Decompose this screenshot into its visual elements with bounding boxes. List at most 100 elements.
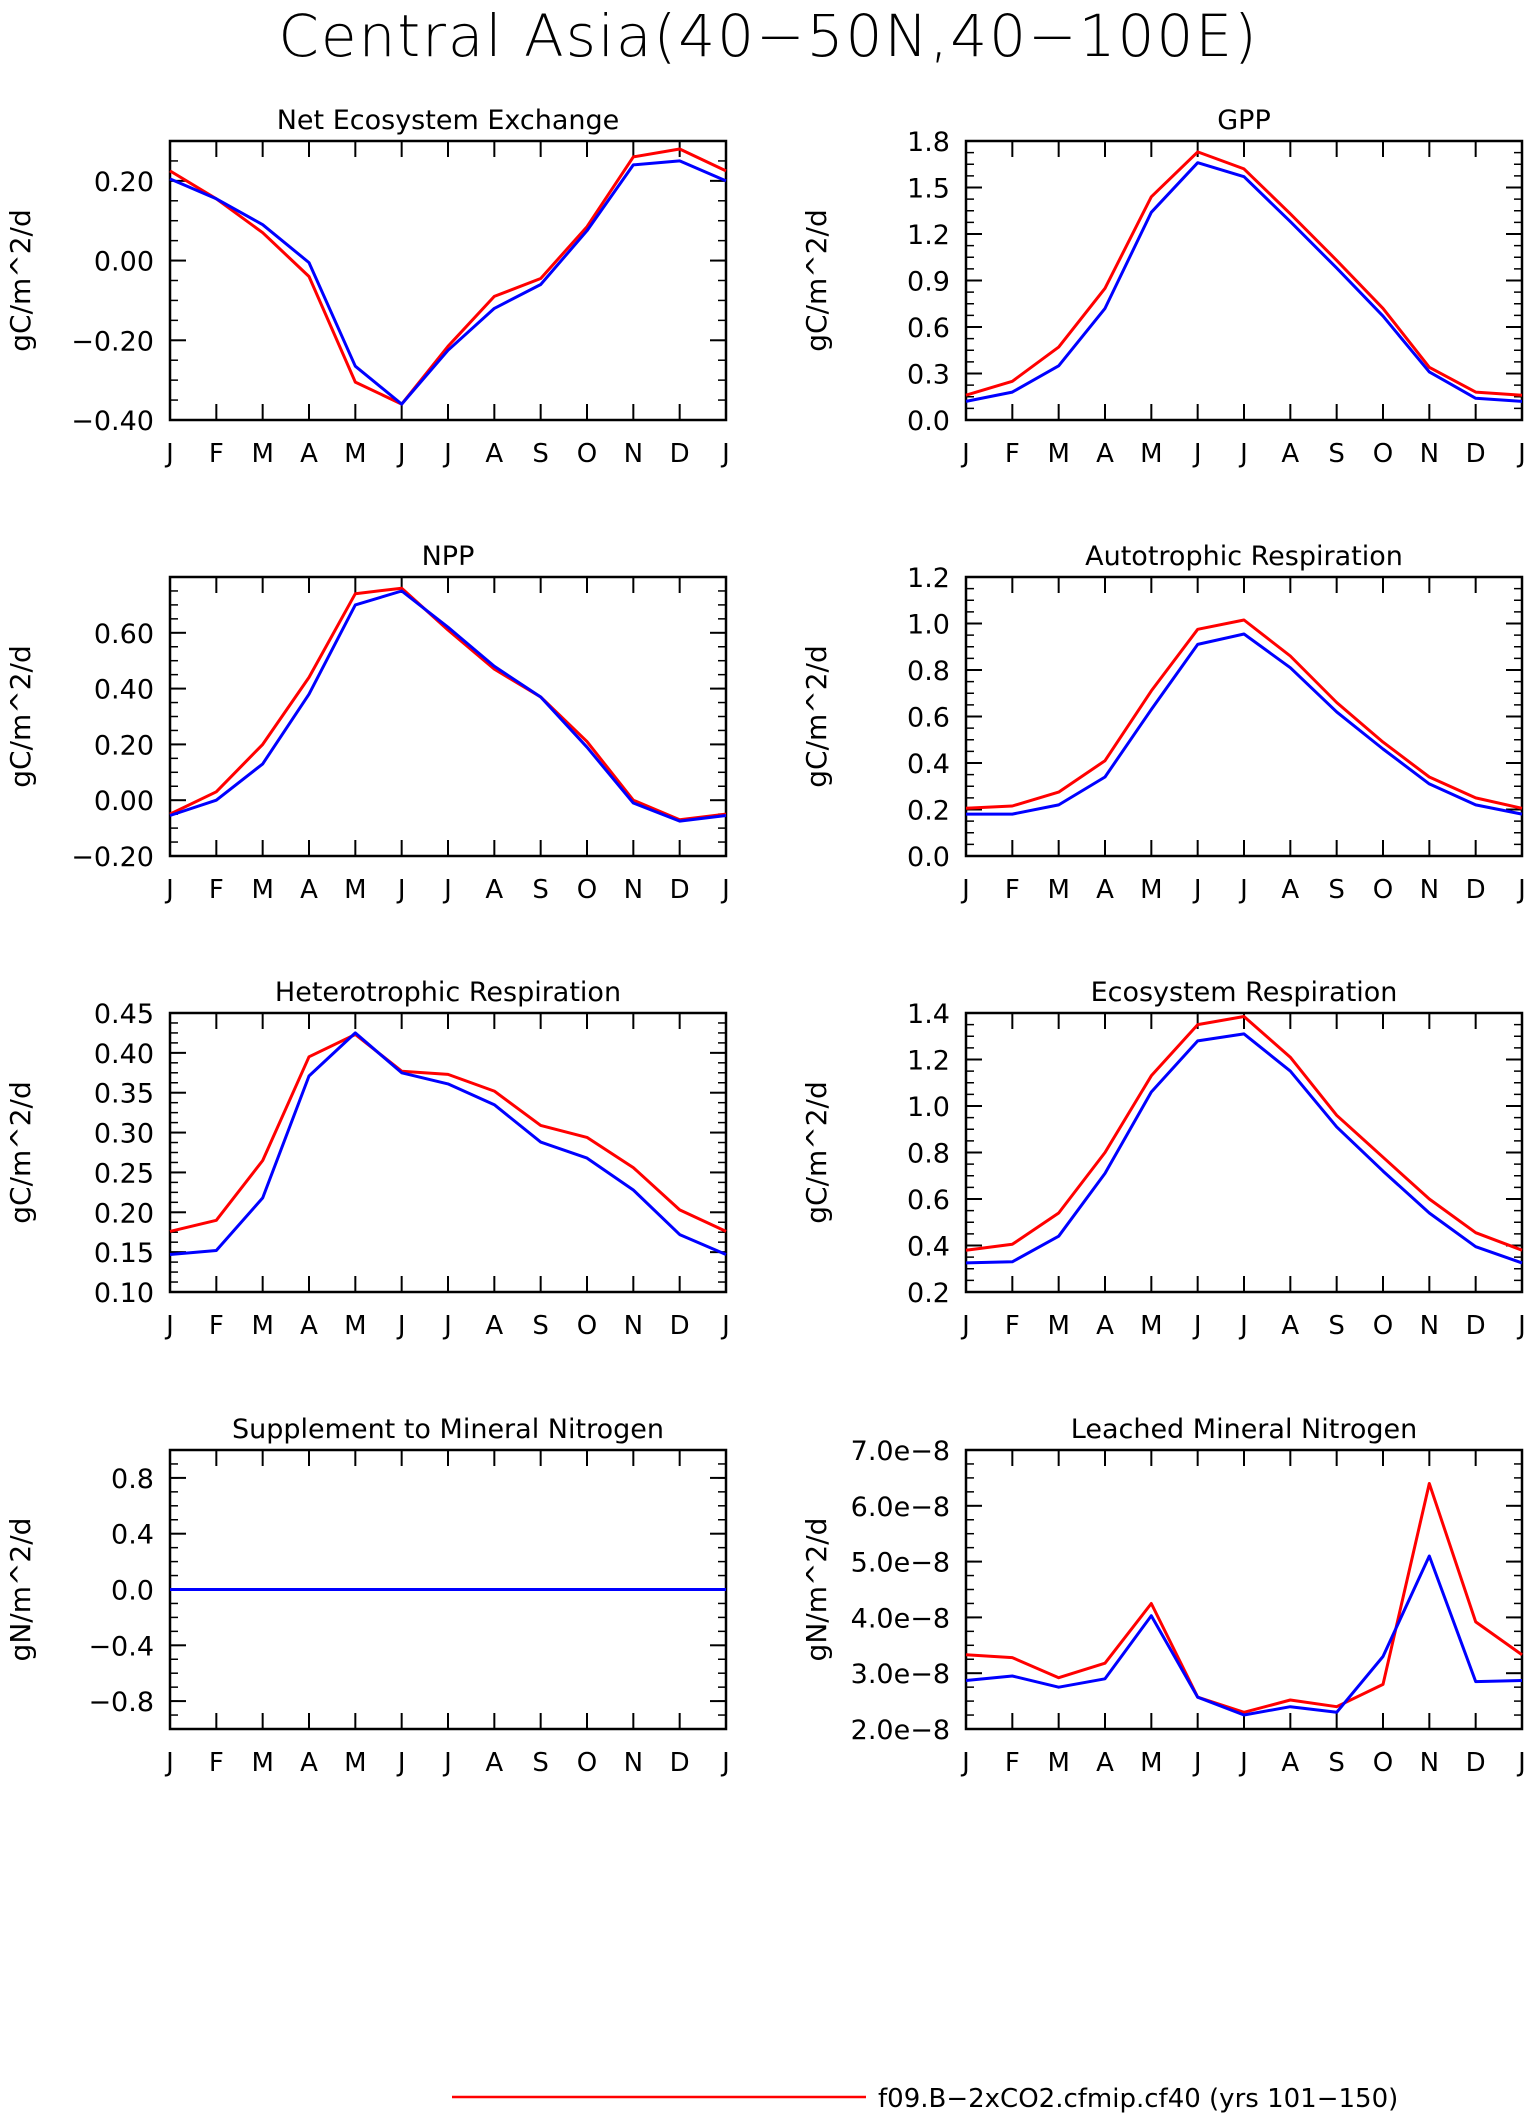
x-tick-label: A xyxy=(1281,1748,1299,1778)
x-tick-label: A xyxy=(485,1748,503,1778)
chart-panel-7: Supplement to Mineral Nitrogen gN/m^2/d J F… xyxy=(4,1414,730,1778)
x-tick-label: A xyxy=(485,439,503,469)
chart-title: Autotrophic Respiration xyxy=(1085,541,1403,572)
y-tick-label: 1.0 xyxy=(907,610,950,641)
x-tick-label: S xyxy=(1328,875,1345,905)
y-tick-label: 0.40 xyxy=(94,675,154,706)
x-tick-label: J xyxy=(960,875,970,905)
series-line-blue xyxy=(169,1031,727,1256)
y-tick-label: 0.10 xyxy=(94,1278,154,1309)
x-tick-label: J xyxy=(164,439,174,469)
x-tick-label: A xyxy=(1096,875,1114,905)
x-tick-label: J xyxy=(1238,875,1248,905)
x-tick-label: O xyxy=(577,1311,597,1341)
x-tick-label: A xyxy=(485,875,503,905)
x-tick-label: J xyxy=(720,1748,730,1778)
x-tick-label: D xyxy=(1466,1311,1486,1341)
x-tick-label: N xyxy=(1420,1311,1439,1341)
x-tick-label: J xyxy=(396,1311,406,1341)
x-tick-label: D xyxy=(670,1748,690,1778)
x-tick-label: D xyxy=(1466,875,1486,905)
x-tick-label: J xyxy=(1516,875,1526,905)
x-tick-label: J xyxy=(1516,1311,1526,1341)
x-tick-label: J xyxy=(960,1311,970,1341)
y-tick-label: 0.6 xyxy=(907,313,950,344)
y-axis-label: gC/m^2/d xyxy=(4,209,37,352)
y-tick-label: 6.0e−8 xyxy=(851,1492,950,1523)
x-tick-label: A xyxy=(485,1311,503,1341)
y-tick-label: 1.5 xyxy=(907,174,950,205)
x-tick-label: A xyxy=(300,875,318,905)
x-tick-label: J xyxy=(720,875,730,905)
x-tick-label: J xyxy=(442,1311,452,1341)
y-tick-label: 0.0 xyxy=(111,1576,154,1607)
x-tick-label: J xyxy=(442,1748,452,1778)
series-line-blue xyxy=(965,1032,1523,1265)
x-tick-label: J xyxy=(164,1748,174,1778)
x-tick-label: S xyxy=(1328,1311,1345,1341)
y-tick-label: 0.60 xyxy=(94,619,154,650)
x-tick-label: S xyxy=(532,1311,549,1341)
x-tick-label: J xyxy=(720,1311,730,1341)
series-line-red xyxy=(965,1482,1523,1714)
x-tick-label: F xyxy=(209,439,224,469)
chart-title: GPP xyxy=(1217,105,1271,136)
y-tick-label: 7.0e−8 xyxy=(851,1436,950,1467)
y-tick-label: 1.2 xyxy=(907,1046,950,1077)
x-tick-label: J xyxy=(1192,875,1202,905)
series-line-blue xyxy=(965,161,1523,403)
chart-title: Leached Mineral Nitrogen xyxy=(1071,1414,1417,1445)
x-tick-label: O xyxy=(577,875,597,905)
plot-frame xyxy=(964,1448,1524,1731)
series-line-red xyxy=(965,1015,1523,1252)
x-tick-label: A xyxy=(1096,1311,1114,1341)
plot-frame xyxy=(168,1011,728,1294)
x-tick-label: D xyxy=(1466,1748,1486,1778)
y-axis-label: gC/m^2/d xyxy=(800,645,833,788)
x-tick-label: M xyxy=(251,875,273,905)
chart-title: NPP xyxy=(422,541,475,572)
plot-frame xyxy=(168,139,728,422)
y-tick-label: 0.40 xyxy=(94,1039,154,1070)
y-tick-label: 0.2 xyxy=(907,796,950,827)
y-axis-label: gC/m^2/d xyxy=(4,1081,37,1224)
y-tick-label: −0.20 xyxy=(71,326,154,357)
series-line-red xyxy=(169,147,727,406)
y-tick-label: 0.00 xyxy=(94,247,154,278)
x-tick-label: F xyxy=(1005,1311,1020,1341)
y-tick-label: 1.2 xyxy=(907,220,950,251)
x-tick-label: M xyxy=(1047,439,1069,469)
series-line-blue xyxy=(966,632,1523,816)
y-tick-label: 0.9 xyxy=(907,267,950,298)
y-tick-label: −0.40 xyxy=(71,406,154,437)
x-tick-label: S xyxy=(532,1748,549,1778)
x-tick-label: O xyxy=(1373,439,1393,469)
x-tick-label: J xyxy=(1516,1748,1526,1778)
y-tick-label: 0.0 xyxy=(907,842,950,873)
x-tick-label: F xyxy=(1005,875,1020,905)
x-tick-label: O xyxy=(1373,875,1393,905)
x-tick-label: J xyxy=(720,439,730,469)
x-tick-label: J xyxy=(442,439,452,469)
y-tick-label: 0.15 xyxy=(94,1238,154,1269)
legend-label: f09.B−2xCO2.cfmip.cf40 (yrs 101−150) xyxy=(878,2084,1398,2114)
x-tick-label: N xyxy=(624,1311,643,1341)
y-tick-label: 0.4 xyxy=(907,749,950,780)
x-tick-label: D xyxy=(1466,439,1486,469)
page-title: Central Asia(40−50N,40−100E) xyxy=(278,2,1259,70)
y-tick-label: 0.3 xyxy=(907,360,950,391)
x-tick-label: N xyxy=(624,1748,643,1778)
x-tick-label: D xyxy=(670,439,690,469)
chart-title: Supplement to Mineral Nitrogen xyxy=(232,1414,664,1445)
x-tick-label: M xyxy=(251,1311,273,1341)
y-tick-label: 0.8 xyxy=(907,656,950,687)
x-tick-label: O xyxy=(577,1748,597,1778)
y-tick-label: 0.0 xyxy=(907,406,950,437)
x-tick-label: M xyxy=(1140,1311,1162,1341)
